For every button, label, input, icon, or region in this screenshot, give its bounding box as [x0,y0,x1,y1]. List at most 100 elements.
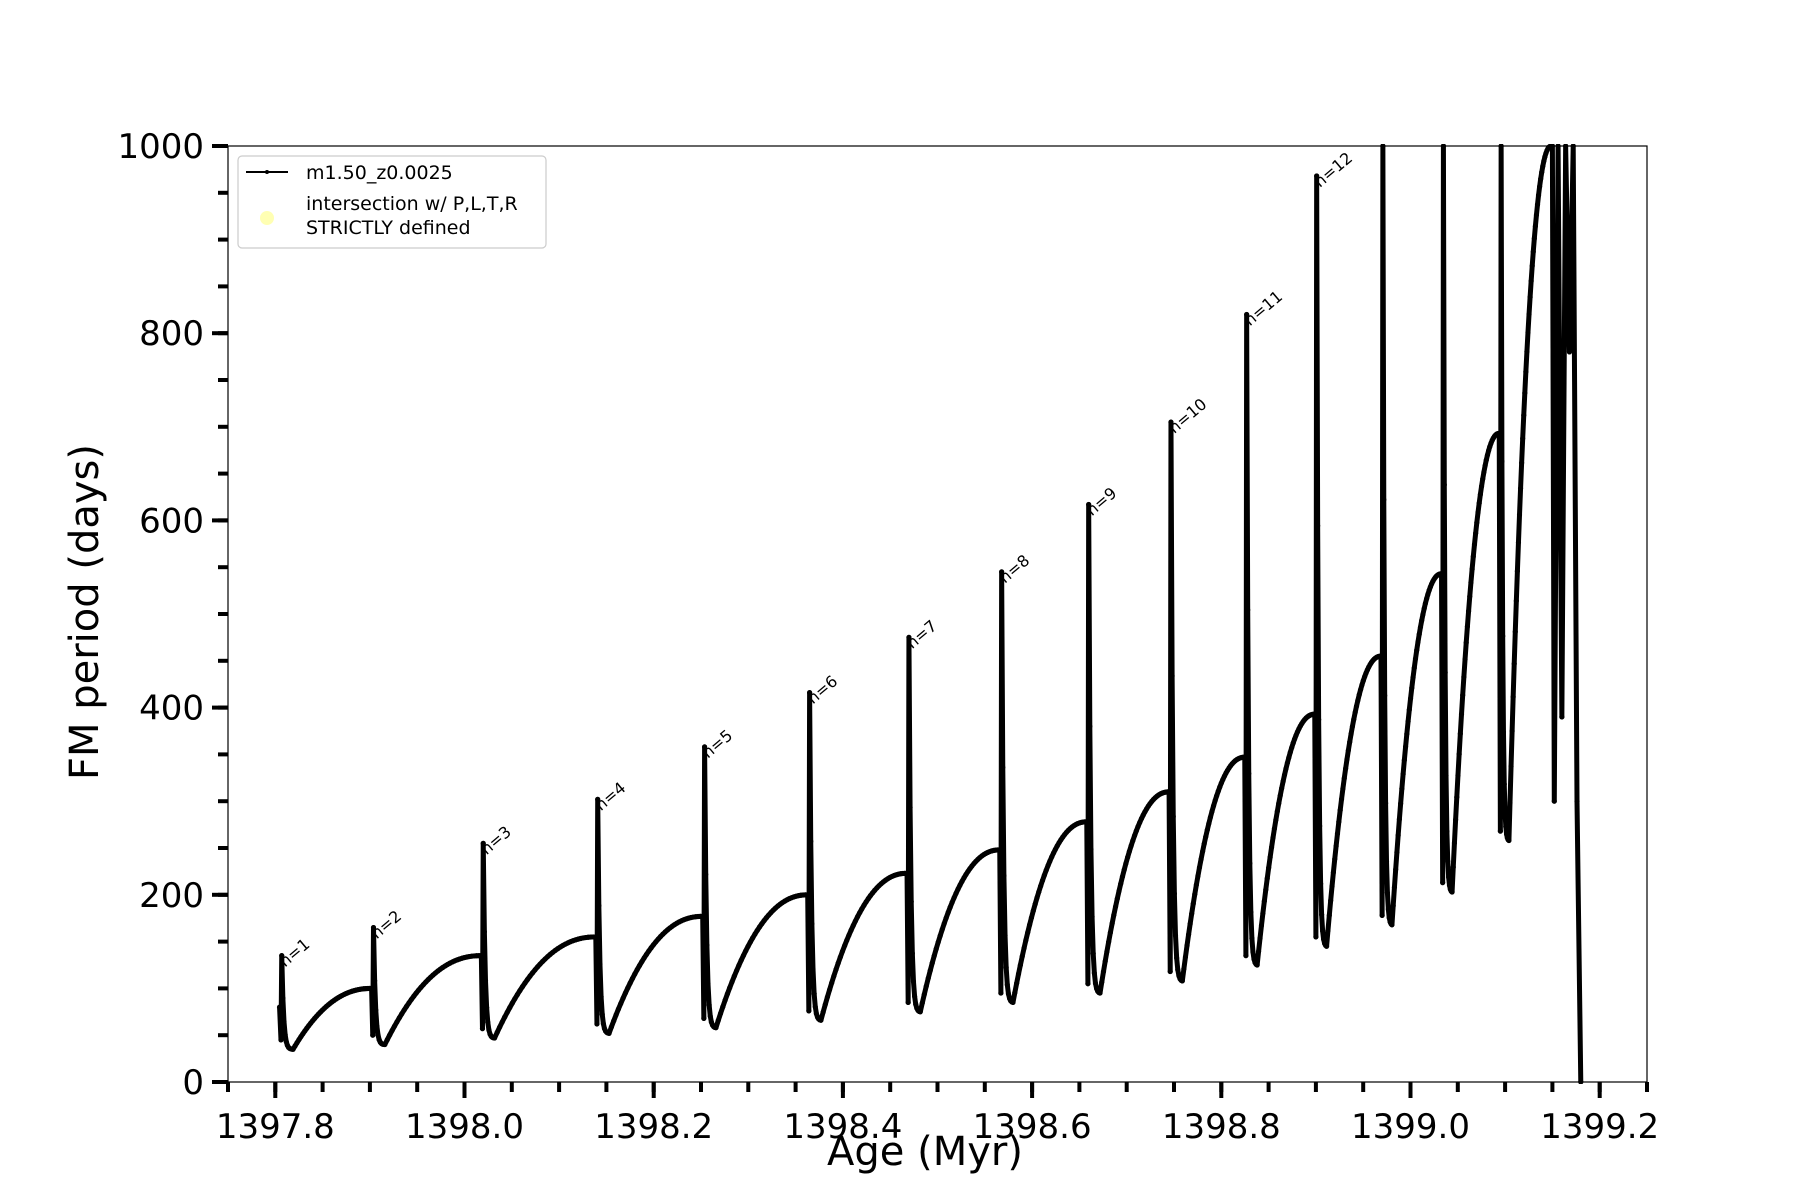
data-point [1499,458,1505,464]
data-point [1537,183,1543,190]
data-point [1267,854,1273,860]
data-point [1464,623,1470,630]
data-point [1401,757,1407,763]
data-point [1135,823,1141,830]
data-point [1446,874,1452,880]
data-point [372,978,378,984]
y-tick-label: 400 [139,689,204,729]
plot-area [276,144,1584,1084]
data-point [1389,922,1395,928]
data-point [811,991,817,997]
data-point [806,1008,812,1014]
data-point [933,946,939,952]
data-point [747,939,753,945]
data-point [1326,912,1332,918]
data-point [1119,874,1126,880]
data-point [810,966,816,972]
data-point [1328,897,1334,904]
data-point [1532,223,1538,229]
data-point [1118,881,1124,887]
data-point [1501,781,1507,787]
data-point [1329,883,1335,889]
data-point [1458,711,1465,717]
data-point [937,933,943,939]
data-point [807,690,813,696]
data-point [373,1007,379,1013]
data-point [1424,595,1430,602]
data-point [1497,828,1503,834]
data-point [1531,235,1537,242]
data-point [370,924,377,931]
data-point [1356,692,1362,698]
data-point [1515,539,1522,546]
data-point [852,918,858,924]
data-point [1512,629,1518,635]
x-tick-label: 1398.6 [973,1107,1092,1147]
data-point [1524,348,1530,355]
data-point [512,996,518,1002]
data-point [704,942,710,948]
data-point [281,1019,287,1025]
data-point [1454,794,1460,800]
data-point [1189,911,1195,917]
legend-label-series: m1.50_z0.0025 [306,162,453,184]
data-point [1407,695,1414,702]
data-point [1538,176,1544,182]
data-point [1023,937,1029,943]
data-point [1451,840,1458,846]
data-point [1359,682,1365,688]
data-point [1266,865,1272,871]
data-point [854,914,861,920]
data-point [1131,833,1138,839]
data-point [750,935,756,941]
data-point [1087,723,1093,729]
pulse-annotations: n=1n=2n=3n=4n=5n=6n=7n=8n=9n=10n=11n=12 [275,148,1356,970]
data-point [1207,814,1214,820]
data-point [738,957,744,963]
data-point [1474,519,1480,526]
data-point [1410,675,1416,681]
data-point [1166,789,1172,795]
data-point [912,993,918,1000]
x-axis-label: Age (Myr) [827,1129,1023,1175]
data-point [1340,785,1346,792]
series-line [277,144,1584,1083]
data-point [1319,912,1325,918]
data-point [394,1019,400,1025]
data-point [1045,862,1051,869]
data-point [905,999,911,1006]
data-point [1014,980,1020,986]
data-point [846,932,852,938]
data-point [1473,530,1479,536]
data-point [1559,714,1565,720]
data-point [1463,640,1469,646]
data-point [701,744,708,750]
data-point [1441,482,1447,488]
data-point [713,1025,719,1031]
data-point [1513,598,1519,604]
data-point [1201,841,1207,847]
data-point [904,870,910,876]
data-point [1330,869,1336,876]
data-point [1379,912,1385,918]
data-point [1381,497,1387,503]
data-point [1334,831,1341,837]
data-point [715,1017,721,1024]
data-point [1250,949,1256,955]
data-point [389,1027,395,1034]
data-point [1525,329,1531,336]
data-point [1415,639,1421,645]
data-point [1283,766,1289,772]
data-point [485,1019,491,1025]
data-point [1204,827,1210,833]
data-point [1100,969,1107,975]
data-point [740,952,747,959]
data-point [1503,824,1509,830]
data-point [1484,452,1491,458]
data-point [1351,716,1357,722]
data-point [1440,880,1446,886]
data-point [280,995,286,1001]
data-point [1041,872,1047,878]
data-point [1478,483,1485,489]
data-point [1506,837,1512,844]
